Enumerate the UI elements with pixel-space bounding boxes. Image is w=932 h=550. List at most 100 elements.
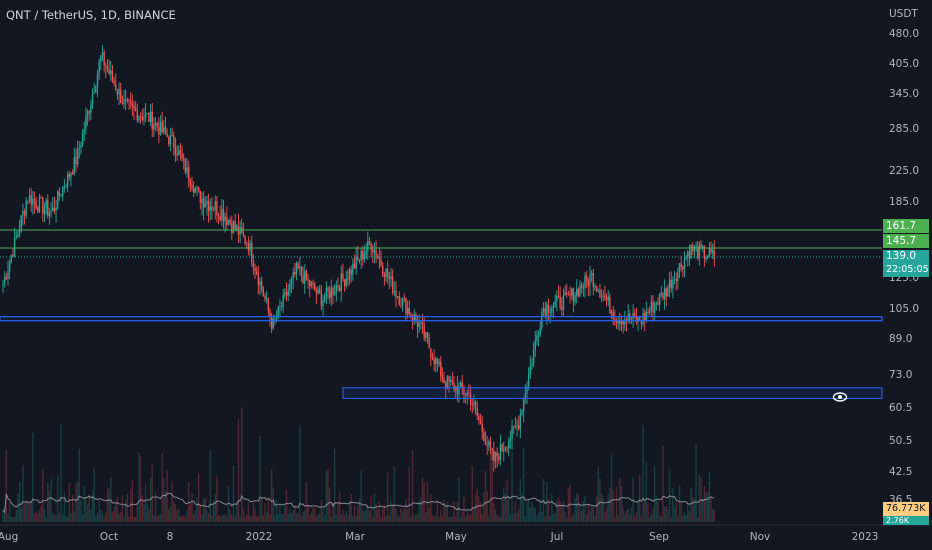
candle-body bbox=[363, 254, 366, 260]
eye-icon[interactable] bbox=[832, 391, 848, 403]
candle-body bbox=[128, 100, 130, 102]
volume-bar bbox=[483, 491, 485, 522]
candle-body bbox=[375, 249, 377, 258]
volume-bar bbox=[201, 513, 203, 522]
candle-body bbox=[189, 180, 192, 186]
candle-body bbox=[236, 226, 238, 230]
volume-bar bbox=[536, 515, 538, 522]
volume-bar bbox=[15, 509, 17, 522]
volume-bar bbox=[640, 516, 643, 522]
candle-body bbox=[229, 219, 231, 224]
volume-bar bbox=[604, 511, 606, 522]
volume-bar bbox=[166, 470, 168, 522]
volume-bar bbox=[196, 497, 198, 522]
volume-bar bbox=[272, 487, 274, 522]
volume-bar bbox=[471, 465, 473, 522]
volume-bar bbox=[315, 516, 318, 522]
volume-bar bbox=[103, 516, 105, 522]
candle-body bbox=[134, 108, 137, 111]
volume-bar bbox=[511, 451, 513, 522]
volume-bar bbox=[292, 510, 294, 522]
volume-bar bbox=[453, 501, 455, 522]
candle-body bbox=[703, 246, 706, 259]
x-tick-label: Mar bbox=[345, 531, 365, 543]
time-axis[interactable]: Aug Oct 8 2022 Mar May Jul Sep Nov 2023 bbox=[0, 524, 932, 543]
volume-bar bbox=[522, 447, 525, 522]
volume-bar bbox=[443, 499, 445, 522]
candle-body bbox=[488, 441, 490, 446]
volume-bar bbox=[206, 510, 208, 522]
candle-body bbox=[501, 444, 503, 451]
volume-bar bbox=[128, 516, 130, 522]
volume-bar bbox=[571, 516, 573, 522]
candle-body bbox=[3, 277, 6, 284]
candle-body bbox=[18, 231, 21, 235]
volume-bar bbox=[577, 493, 580, 522]
volume-bar bbox=[277, 514, 279, 522]
candle-body bbox=[169, 135, 172, 145]
x-tick-label: Jul bbox=[550, 531, 564, 543]
volume-bar bbox=[5, 449, 8, 522]
volume-bar bbox=[76, 481, 79, 522]
candle-body bbox=[38, 196, 41, 212]
y-tick-label: 73.0 bbox=[889, 369, 912, 381]
candle-body bbox=[25, 200, 27, 216]
candle-body bbox=[677, 270, 679, 282]
candle-body bbox=[456, 385, 459, 395]
volume-bar bbox=[367, 504, 369, 522]
candle-body bbox=[478, 415, 480, 421]
volume-bar bbox=[294, 504, 296, 522]
candle-body bbox=[537, 334, 540, 336]
candle-body bbox=[526, 386, 528, 394]
candle-body bbox=[307, 279, 309, 281]
volume-bar bbox=[307, 505, 309, 522]
candle-body bbox=[325, 287, 328, 298]
volume-bar bbox=[625, 511, 628, 522]
volume-bar bbox=[610, 454, 613, 522]
candle-body bbox=[95, 86, 97, 93]
volume-bar bbox=[280, 513, 283, 522]
candle-body bbox=[365, 250, 367, 255]
candle-body bbox=[277, 307, 279, 318]
candle-body bbox=[270, 317, 273, 329]
candle-body bbox=[592, 272, 594, 288]
candle-body bbox=[403, 297, 405, 299]
candle-body bbox=[287, 290, 289, 296]
candle-body bbox=[549, 312, 551, 314]
volume-bar bbox=[78, 448, 80, 522]
volume-bar bbox=[496, 514, 498, 522]
candle-body bbox=[642, 313, 644, 324]
candle-body bbox=[496, 452, 498, 457]
volume-bar bbox=[360, 470, 362, 522]
volume-bar bbox=[242, 509, 245, 522]
candle-body bbox=[604, 295, 606, 298]
volume-bar bbox=[534, 508, 536, 522]
candle-body bbox=[20, 215, 22, 232]
candle-body bbox=[599, 290, 601, 298]
volume-bar bbox=[544, 516, 546, 522]
volume-bar bbox=[461, 511, 464, 522]
candle-body bbox=[66, 174, 69, 187]
volume-bar bbox=[634, 515, 636, 522]
candle-body bbox=[282, 294, 284, 307]
candle-body bbox=[239, 226, 241, 235]
candle-body bbox=[115, 84, 117, 91]
candle-body bbox=[486, 444, 488, 446]
volume-bar bbox=[667, 509, 669, 522]
candle-body bbox=[605, 297, 608, 301]
volume-bar bbox=[703, 485, 706, 522]
candle-body bbox=[73, 157, 75, 174]
volume-bar bbox=[498, 516, 500, 522]
candle-body bbox=[338, 287, 341, 291]
volume-bar bbox=[343, 515, 346, 522]
candle-body bbox=[247, 243, 250, 251]
candle-body bbox=[317, 288, 319, 294]
volume-bar bbox=[252, 502, 255, 522]
horizontal-levels[interactable] bbox=[0, 229, 883, 399]
volume-bar bbox=[687, 502, 689, 522]
last-price-tag: 139.0 bbox=[883, 250, 929, 263]
candle-body bbox=[300, 266, 303, 276]
volume-bar bbox=[675, 500, 677, 522]
volume-bar bbox=[552, 513, 555, 522]
